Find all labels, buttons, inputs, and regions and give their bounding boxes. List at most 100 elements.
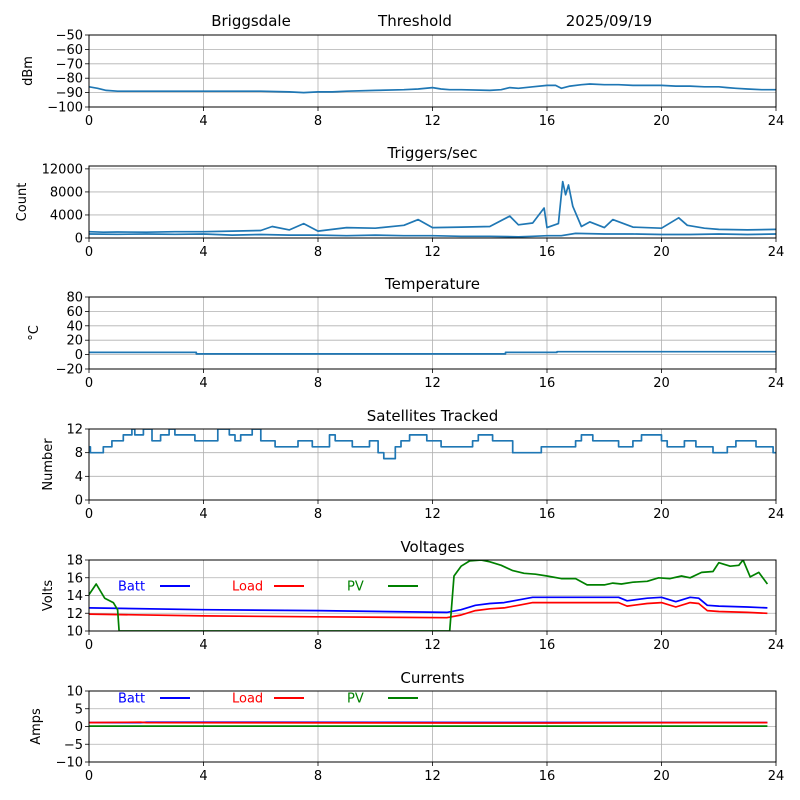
- x-tick-label: 24: [768, 376, 785, 391]
- y-tick-label: 0: [75, 232, 83, 247]
- x-tick-label: 20: [653, 376, 670, 391]
- x-tick-label: 4: [199, 769, 207, 784]
- series-group: [89, 350, 776, 355]
- y-tick-label: −90: [56, 86, 83, 101]
- y-tick-label: 12: [66, 423, 83, 438]
- y-tick-label: 0: [75, 720, 83, 735]
- y-axis-label: Count: [15, 183, 30, 222]
- x-tick-label: 24: [768, 507, 785, 522]
- y-tick-label: 14: [66, 589, 83, 604]
- x-tick-label: 16: [539, 114, 556, 129]
- panel-voltages: 0 4 8 12 16 20 24 10 12 14 16 18 Voltages Volts Batt Lo…: [41, 538, 784, 653]
- y-axis-label: °C: [27, 325, 42, 341]
- y-tick-label: 4000: [50, 208, 83, 223]
- series-group: [89, 83, 776, 94]
- x-tick-label: 8: [314, 114, 322, 129]
- y-tick-label: 10: [66, 625, 83, 640]
- header-mode: Threshold: [377, 12, 452, 30]
- y-tick-label: −10: [56, 756, 83, 771]
- x-tick-label: 16: [539, 769, 556, 784]
- series-group: [89, 429, 776, 460]
- legend-label-batt: Batt: [118, 692, 145, 707]
- panel-title: Voltages: [400, 538, 464, 556]
- x-tick-label: 4: [199, 114, 207, 129]
- panel-title: Satellites Tracked: [367, 407, 498, 425]
- y-axis-label: Volts: [41, 580, 56, 612]
- y-axis-label: Number: [41, 438, 56, 491]
- panel-satellites: 0 4 8 12 16 20 24 0 4 8 12 Satellites Tracked Number: [41, 407, 784, 522]
- y-tick-label: −50: [56, 29, 83, 44]
- y-tick-label: 80: [66, 291, 83, 306]
- series-line-load: [89, 721, 768, 724]
- legend-label-pv: PV: [347, 692, 364, 707]
- x-tick-label: 16: [539, 507, 556, 522]
- x-tick-label: 0: [85, 769, 93, 784]
- x-tick-label: 24: [768, 638, 785, 653]
- panel-signal: 0 4 8 12 16 20 24 −100−90−80−70−60−50 dBm: [21, 29, 784, 130]
- x-tick-label: 0: [85, 376, 93, 391]
- x-tick-label: 8: [314, 507, 322, 522]
- x-tick-label: 8: [314, 245, 322, 260]
- y-tick-label: 0: [75, 348, 83, 363]
- x-tick-label: 16: [539, 376, 556, 391]
- panel-currents: 0 4 8 12 16 20 24 −10 −5 0 5 10 Currents Amps Batt Load…: [29, 669, 784, 784]
- legend-label-load: Load: [232, 692, 263, 707]
- series-line-temperature: [89, 350, 776, 355]
- x-tick-label: 24: [768, 769, 785, 784]
- legend-label-batt: Batt: [118, 580, 145, 595]
- x-tick-label: 0: [85, 638, 93, 653]
- x-tick-label: 24: [768, 245, 785, 260]
- x-tick-label: 0: [85, 507, 93, 522]
- series-line-satellites: [89, 429, 776, 460]
- y-tick-label: 8000: [50, 185, 83, 200]
- y-tick-label: 40: [66, 319, 83, 334]
- x-tick-label: 20: [653, 638, 670, 653]
- y-tick-label: 16: [66, 571, 83, 586]
- y-tick-label: −80: [56, 72, 83, 87]
- y-tick-label: 4: [75, 470, 83, 485]
- panel-triggers: 0 4 8 12 16 20 24 0 4000 8000 12000 Triggers/sec Cou…: [15, 144, 784, 260]
- y-tick-label: 8: [75, 446, 83, 461]
- x-tick-label: 24: [768, 114, 785, 129]
- panel-title: Currents: [400, 669, 464, 687]
- y-tick-label: 60: [66, 305, 83, 320]
- x-tick-label: 12: [424, 507, 441, 522]
- y-tick-label: 5: [75, 702, 83, 717]
- x-tick-label: 20: [653, 114, 670, 129]
- x-tick-label: 12: [424, 245, 441, 260]
- y-axis-label: Amps: [29, 708, 44, 745]
- y-tick-label: 10: [66, 685, 83, 700]
- legend-label-pv: PV: [347, 580, 364, 595]
- x-tick-label: 20: [653, 769, 670, 784]
- x-tick-label: 0: [85, 245, 93, 260]
- y-tick-label: 18: [66, 554, 83, 569]
- y-tick-label: 0: [75, 494, 83, 509]
- series-line-pv: [89, 560, 769, 631]
- x-tick-label: 4: [199, 638, 207, 653]
- y-tick-label: −100: [47, 101, 83, 116]
- series-line-triggers-min: [89, 232, 776, 238]
- x-tick-label: 8: [314, 769, 322, 784]
- panel-title: Triggers/sec: [387, 144, 478, 162]
- legend-label-load: Load: [232, 580, 263, 595]
- y-tick-label: −60: [56, 43, 83, 58]
- x-tick-label: 8: [314, 638, 322, 653]
- series-line-batt: [89, 596, 768, 614]
- y-tick-label: −70: [56, 57, 83, 72]
- y-axis-label: dBm: [21, 56, 36, 86]
- y-tick-label: 12000: [42, 162, 83, 177]
- x-tick-label: 16: [539, 245, 556, 260]
- x-tick-label: 12: [424, 114, 441, 129]
- x-tick-label: 12: [424, 769, 441, 784]
- y-tick-label: 12: [66, 607, 83, 622]
- y-tick-label: 20: [66, 334, 83, 349]
- series-line-load: [89, 601, 768, 619]
- x-tick-label: 4: [199, 245, 207, 260]
- series-line-threshold: [89, 83, 776, 94]
- x-tick-label: 4: [199, 376, 207, 391]
- x-tick-label: 8: [314, 376, 322, 391]
